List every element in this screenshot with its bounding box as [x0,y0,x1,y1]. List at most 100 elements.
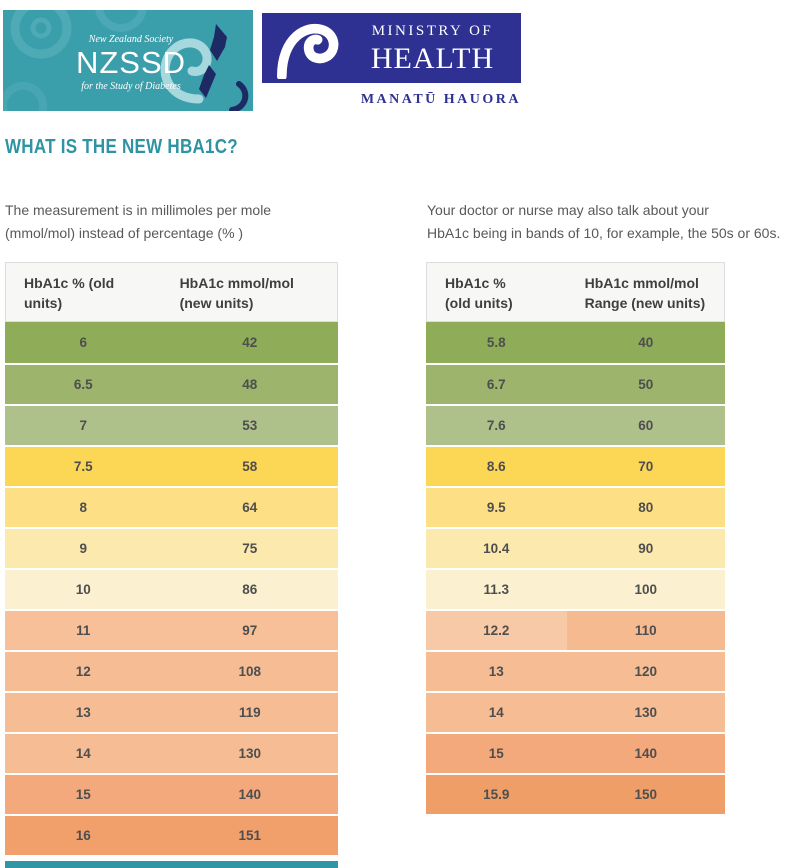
table-row: 9.5 80 [426,486,725,527]
table-cell: 50 [566,365,725,404]
next-section-bar [5,861,338,868]
column-header-new-units: HbA1c mmol/mol (new units) [179,275,294,311]
table-cell: 8.6 [426,447,567,486]
table-cell: 7.6 [426,406,567,445]
table-cell: 10.4 [426,529,567,568]
koru-pattern-icon [3,10,249,111]
column-header-old-units: HbA1c % (old units) [24,275,115,311]
table-cell: 130 [161,734,338,773]
table-cell: 48 [161,365,338,404]
hba1c-conversion-table: HbA1c % (old units) HbA1c mmol/mol (new … [5,262,338,855]
table-cell: 42 [161,322,338,363]
table-row: 15 140 [426,732,725,773]
table-row: 12.2 110 [426,609,725,650]
table-cell: 15.9 [426,775,567,814]
table-cell: 12 [5,652,162,691]
table-cell: 100 [566,570,725,609]
table-cell: 6 [5,322,162,363]
table-row: 14 130 [426,691,725,732]
ministry-of-health-logo: MINISTRY OF HEALTH [262,13,521,83]
table-cell: 108 [161,652,338,691]
table-row: 15.9 150 [426,773,725,814]
table-cell: 14 [5,734,162,773]
nzssd-name: NZSSD [75,45,187,80]
table-cell: 40 [566,322,725,363]
moh-logo-text: MINISTRY OF HEALTH [350,21,515,76]
table-cell: 120 [566,652,725,691]
hba1c-band-table: HbA1c % (old units) HbA1c mmol/mol Range… [426,262,725,814]
table-cell: 60 [566,406,725,445]
table-cell: 8 [5,488,162,527]
moh-maori-name: MANATŪ HAUORA [360,92,521,107]
table-cell: 140 [161,775,338,814]
page-title: WHAT IS THE NEW HBA1C? [5,136,238,158]
table-cell: 64 [161,488,338,527]
intro-right-line2: HbA1c being in bands of 10, for example,… [427,225,781,241]
table-cell: 110 [566,611,725,650]
koru-icon [277,23,339,79]
table-row: 12 108 [5,650,338,691]
table-row: 11.3 100 [426,568,725,609]
table-cell: 58 [161,447,338,486]
table-cell: 97 [161,611,338,650]
column-header-old-units: HbA1c % (old units) [445,275,513,311]
table-row: 7.6 60 [426,404,725,445]
table-cell: 5.8 [426,322,567,363]
table-row: 8.6 70 [426,445,725,486]
table-row: 7 53 [5,404,338,445]
table-cell: 11 [5,611,162,650]
table-cell: 13 [426,652,567,691]
table-row: 13 120 [426,650,725,691]
table-row: 10 86 [5,568,338,609]
intro-left-line1: The measurement is in millimoles per mol… [5,202,272,218]
intro-paragraph-left: The measurement is in millimoles per mol… [5,199,405,245]
table-row: 13 119 [5,691,338,732]
table-cell: 150 [566,775,725,814]
table-cell: 12.2 [426,611,567,650]
table-row: 10.4 90 [426,527,725,568]
table-row: 14 130 [5,732,338,773]
table-cell: 75 [161,529,338,568]
table-cell: 15 [5,775,162,814]
table-cell: 86 [161,570,338,609]
table-cell: 15 [426,734,567,773]
intro-right-line1: Your doctor or nurse may also talk about… [427,202,709,218]
table-row: 7.5 58 [5,445,338,486]
table-row: 9 75 [5,527,338,568]
nzssd-society-line: New Zealand Society [88,34,174,45]
column-header-range-new-units: HbA1c mmol/mol Range (new units) [584,275,706,311]
table-row: 11 97 [5,609,338,650]
table-cell: 10 [5,570,162,609]
table-cell: 70 [566,447,725,486]
table-header-row: HbA1c % (old units) HbA1c mmol/mol (new … [5,262,338,322]
table-row: 6.5 48 [5,363,338,404]
table-cell: 9 [5,529,162,568]
table-header-row: HbA1c % (old units) HbA1c mmol/mol Range… [426,262,725,322]
moh-health: HEALTH [370,42,495,75]
table-row: 16 151 [5,814,338,855]
nzssd-logo: New Zealand Society NZSSD for the Study … [3,10,253,111]
intro-paragraph-right: Your doctor or nurse may also talk about… [427,199,799,245]
table-cell: 9.5 [426,488,567,527]
table-cell: 140 [566,734,725,773]
table-row: 15 140 [5,773,338,814]
table-row: 8 64 [5,486,338,527]
table-cell: 13 [5,693,162,732]
nzssd-logo-text: New Zealand Society NZSSD for the Study … [65,33,197,93]
table-cell: 16 [5,816,162,855]
table-cell: 90 [566,529,725,568]
table-cell: 130 [566,693,725,732]
table-cell: 6.5 [5,365,162,404]
table-cell: 80 [566,488,725,527]
table-row: 6.7 50 [426,363,725,404]
nzssd-study-line: for the Study of Diabetes [81,81,181,92]
table-cell: 14 [426,693,567,732]
table-cell: 11.3 [426,570,567,609]
table-cell: 119 [161,693,338,732]
table-cell: 7 [5,406,162,445]
table-cell: 6.7 [426,365,567,404]
moh-ministry-of: MINISTRY OF [371,23,494,39]
table-row: 6 42 [5,322,338,363]
table-row: 5.8 40 [426,322,725,363]
table-cell: 53 [161,406,338,445]
